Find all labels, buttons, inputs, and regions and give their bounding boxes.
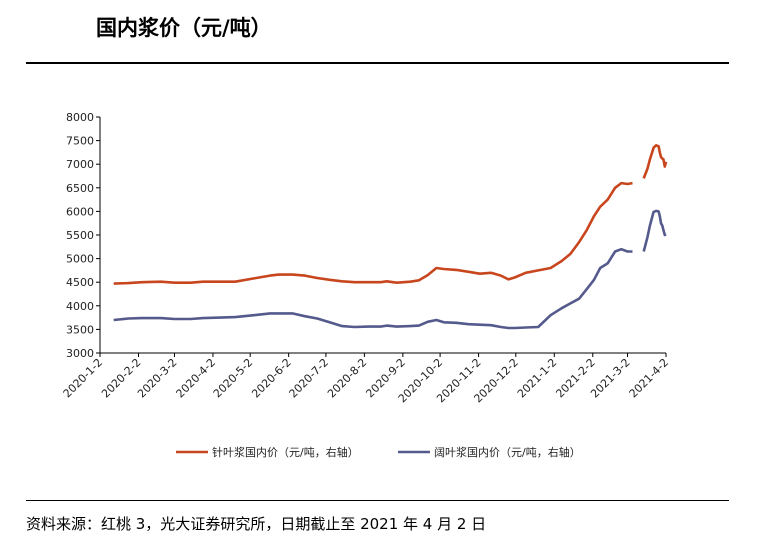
x-tick-label: 2020-8-2 [325,356,370,401]
y-tick-label: 6500 [66,182,94,195]
y-tick-label: 7500 [66,135,94,148]
x-tick-label: 2020-1-2 [61,356,106,401]
x-tick-label: 2021-4-2 [627,356,672,401]
x-axis: 2020-1-22020-2-22020-3-22020-4-22020-5-2… [61,352,672,405]
page-title: 国内浆价（元/吨） [96,16,272,40]
x-tick-label: 2021-1-2 [515,356,560,401]
footer-rule [26,500,729,501]
legend: 针叶浆国内价（元/吨，右轴） 阔叶浆国内价（元/吨，右轴） [176,445,581,459]
legend-label-hardwood: 阔叶浆国内价（元/吨，右轴） [434,445,581,459]
y-tick-label: 7000 [66,158,94,171]
source-note: 资料来源：红桃 3，光大证券研究所，日期截止至 2021 年 4 月 2 日 [26,515,487,533]
price-line-chart: 3000 3500 4000 4500 5000 5500 6000 6500 7000 7500… [61,111,672,459]
y-tick-label: 6000 [66,205,94,218]
series-line-hardwood [113,209,667,330]
x-tick-label: 2020-7-2 [287,356,332,401]
y-tick-label: 5500 [66,229,94,242]
x-tick-label: 2020-5-2 [211,356,256,401]
header-rule [26,62,729,64]
y-axis: 3000 3500 4000 4500 5000 5500 6000 6500 7000 7500… [66,111,101,360]
y-tick-label: 3000 [66,347,94,360]
y-tick-label: 5000 [66,253,94,266]
series-lines [113,144,668,330]
legend-label-softwood: 针叶浆国内价（元/吨，右轴） [212,445,359,459]
y-tick-label: 4500 [66,276,94,289]
x-tick-label: 2020-3-2 [135,356,180,401]
x-tick-label: 2020-6-2 [249,356,294,401]
y-tick-label: 3500 [66,323,94,336]
series-line-softwood [113,144,668,285]
x-tick-label: 2020-4-2 [174,356,219,401]
y-tick-label: 4000 [66,300,94,313]
y-tick-label: 8000 [66,111,94,124]
